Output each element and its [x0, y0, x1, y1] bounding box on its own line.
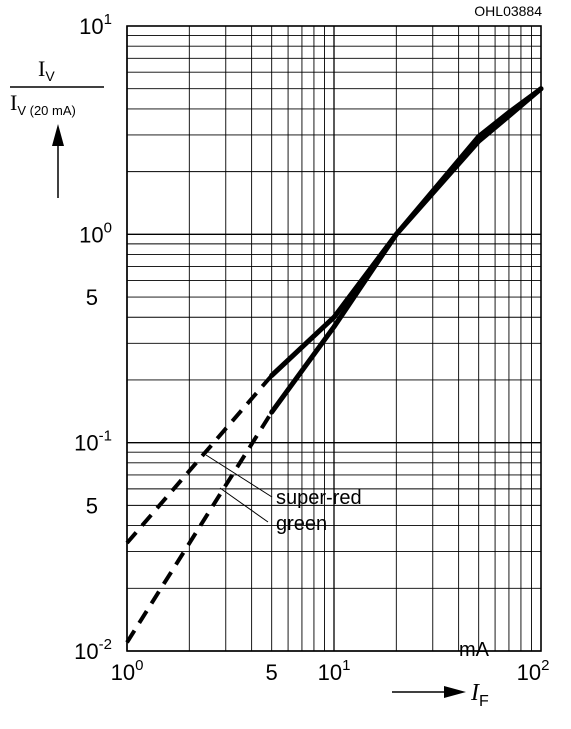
plot-grid: [126, 26, 541, 652]
y-tick-label-base: 10: [79, 14, 103, 39]
xlabel-symbol: I: [470, 680, 480, 706]
xlabel-sub: F: [479, 693, 489, 710]
legend-leader-super-red: [205, 454, 273, 498]
x-tick-label-base: 10: [517, 660, 541, 685]
y-tick-label-exponent: -2: [99, 636, 112, 653]
legend: super-red green: [205, 454, 362, 535]
x-axis-label: mA IF: [392, 639, 490, 710]
legend-label-green: green: [276, 513, 327, 535]
svg-text:IV: IV: [38, 56, 55, 84]
y-tick-label-exponent: 1: [104, 11, 112, 28]
series-lines: [125, 86, 544, 644]
y-tick-label: 10-1: [74, 428, 112, 456]
x-unit-label: mA: [459, 639, 490, 661]
ylabel-denominator-sub: V (20 mA): [17, 103, 76, 118]
series-line-solid-green: [269, 86, 544, 415]
y-tick-label-base: 5: [86, 493, 98, 518]
svg-text:IV (20 mA): IV (20 mA): [10, 90, 76, 118]
series-line-dashed-green: [125, 411, 274, 644]
y-tick-label: 101: [79, 11, 112, 39]
figure-id: OHL03884: [474, 3, 542, 19]
x-tick-label: 5: [266, 660, 278, 685]
series-line-solid-super-red: [269, 86, 544, 378]
y-tick-label-base: 10: [74, 431, 98, 456]
x-tick-label-exponent: 1: [342, 657, 350, 674]
x-tick-label-base: 10: [111, 660, 135, 685]
y-tick-label-exponent: -1: [99, 428, 112, 445]
svg-text:IF: IF: [470, 680, 489, 710]
y-tick-label-base: 5: [86, 285, 98, 310]
x-tick-label-exponent: 2: [541, 657, 549, 674]
x-axis-arrow-head: [444, 686, 466, 698]
y-tick-label-exponent: 0: [104, 219, 112, 236]
y-tick-label: 5: [86, 285, 98, 310]
x-tick-label-base: 5: [266, 660, 278, 685]
legend-label-super-red: super-red: [276, 487, 362, 509]
y-tick-label-base: 10: [79, 222, 103, 247]
x-tick-label-exponent: 0: [135, 657, 143, 674]
ylabel-numerator-sub: V: [45, 68, 55, 84]
plot-border: [126, 25, 542, 652]
plot-frame: [126, 25, 542, 652]
ylabel-denominator: I: [10, 90, 17, 115]
x-tick-label: 102: [517, 657, 550, 685]
y-axis-arrow-head: [52, 124, 64, 146]
x-tick-label: 100: [111, 657, 144, 685]
y-axis-label: IV IV (20 mA): [10, 56, 104, 198]
series-line-dashed-super-red: [125, 374, 274, 545]
y-tick-label-base: 10: [74, 639, 98, 664]
x-tick-label-base: 10: [318, 660, 342, 685]
y-tick-label: 10-2: [74, 636, 112, 664]
x-tick-label: 101: [318, 657, 351, 685]
legend-leader-green: [219, 487, 269, 523]
ylabel-numerator: I: [38, 56, 45, 81]
y-tick-label: 100: [79, 219, 112, 247]
y-tick-label: 5: [86, 493, 98, 518]
